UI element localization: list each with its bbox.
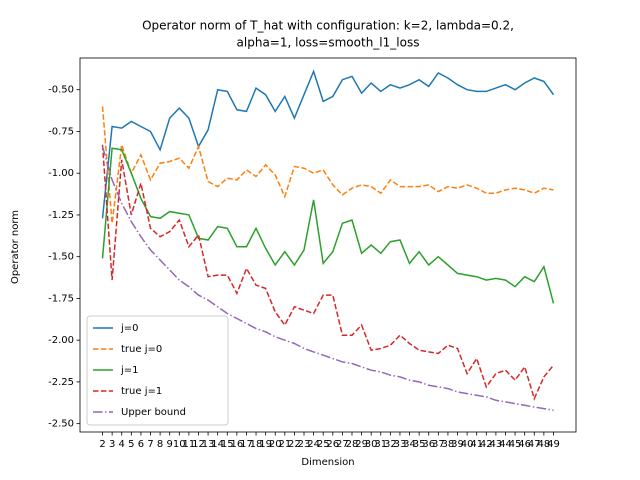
x-tick-label: 29 bbox=[355, 439, 368, 450]
series-line bbox=[101, 69, 555, 219]
x-axis-label: Dimension bbox=[301, 457, 354, 468]
y-tick-label: -2.50 bbox=[48, 419, 74, 430]
y-tick-label: -0.50 bbox=[48, 85, 74, 96]
x-tick-label: 14 bbox=[211, 439, 224, 450]
x-tick-label: 48 bbox=[537, 439, 550, 450]
y-axis-label: Operator norm bbox=[10, 210, 21, 284]
y-tick-label: -1.75 bbox=[48, 293, 74, 304]
legend-label: true j=1 bbox=[121, 386, 162, 397]
chart-title: Operator norm of T_hat with configuratio… bbox=[142, 19, 514, 33]
series-line bbox=[101, 147, 555, 304]
series-line bbox=[101, 144, 555, 401]
legend-label: j=1 bbox=[120, 365, 139, 376]
x-tick-label: 26 bbox=[326, 439, 339, 450]
x-tick-label: 43 bbox=[490, 439, 503, 450]
x-tick-label: 13 bbox=[202, 439, 215, 450]
x-tick-label: 33 bbox=[394, 439, 407, 450]
x-tick-label: 34 bbox=[403, 439, 416, 450]
x-tick-label: 5 bbox=[128, 439, 134, 450]
y-tick-label: -1.00 bbox=[48, 168, 74, 179]
x-tick-label: 10 bbox=[173, 439, 186, 450]
series-line bbox=[101, 146, 554, 412]
plot-frame bbox=[79, 57, 577, 433]
x-tick-label: 38 bbox=[442, 439, 455, 450]
x-tick-label: 22 bbox=[288, 439, 301, 450]
x-tick-label: 40 bbox=[461, 439, 474, 450]
x-tick-label: 7 bbox=[147, 439, 153, 450]
legend-label: j=0 bbox=[120, 323, 139, 334]
x-tick-label: 35 bbox=[413, 439, 426, 450]
legend-label: Upper bound bbox=[121, 407, 186, 418]
x-tick-label: 21 bbox=[278, 439, 291, 450]
chart-subtitle: alpha=1, loss=smooth_l1_loss bbox=[237, 36, 420, 50]
x-tick-label: 11 bbox=[183, 439, 196, 450]
x-tick-label: 36 bbox=[422, 439, 435, 450]
x-tick-label: 49 bbox=[547, 439, 560, 450]
x-tick-label: 6 bbox=[138, 439, 144, 450]
y-tick-label: -2.25 bbox=[48, 377, 74, 388]
x-tick-label: 9 bbox=[167, 439, 173, 450]
x-tick-label: 32 bbox=[384, 439, 397, 450]
x-tick-label: 12 bbox=[192, 439, 205, 450]
x-tick-label: 23 bbox=[298, 439, 311, 450]
x-tick-label: 17 bbox=[240, 439, 253, 450]
x-tick-label: 19 bbox=[259, 439, 272, 450]
series-line bbox=[101, 106, 554, 224]
x-tick-label: 2 bbox=[99, 439, 105, 450]
x-tick-label: 4 bbox=[119, 439, 125, 450]
x-tick-label: 42 bbox=[480, 439, 493, 450]
legend-label: true j=0 bbox=[121, 344, 162, 355]
y-tick-label: -2.00 bbox=[48, 335, 74, 346]
x-tick-label: 15 bbox=[221, 439, 234, 450]
x-tick-label: 39 bbox=[451, 439, 464, 450]
x-tick-label: 44 bbox=[499, 439, 512, 450]
x-tick-label: 45 bbox=[509, 439, 522, 450]
x-tick-label: 46 bbox=[518, 439, 531, 450]
y-tick-label: -1.25 bbox=[48, 210, 74, 221]
x-tick-label: 41 bbox=[470, 439, 483, 450]
x-tick-label: 27 bbox=[336, 439, 349, 450]
y-tick-label: -1.50 bbox=[48, 252, 74, 263]
x-tick-label: 31 bbox=[374, 439, 387, 450]
x-tick-label: 18 bbox=[250, 439, 263, 450]
x-tick-label: 3 bbox=[109, 439, 115, 450]
x-tick-label: 37 bbox=[432, 439, 445, 450]
x-tick-label: 24 bbox=[307, 439, 320, 450]
x-tick-label: 47 bbox=[528, 439, 541, 450]
x-tick-label: 16 bbox=[230, 439, 243, 450]
y-tick-label: -0.75 bbox=[48, 126, 74, 137]
legend-box bbox=[86, 315, 229, 426]
x-tick-label: 25 bbox=[317, 439, 330, 450]
x-tick-label: 8 bbox=[157, 439, 163, 450]
x-tick-label: 30 bbox=[365, 439, 378, 450]
x-tick-label: 20 bbox=[269, 439, 282, 450]
x-tick-label: 28 bbox=[346, 439, 359, 450]
